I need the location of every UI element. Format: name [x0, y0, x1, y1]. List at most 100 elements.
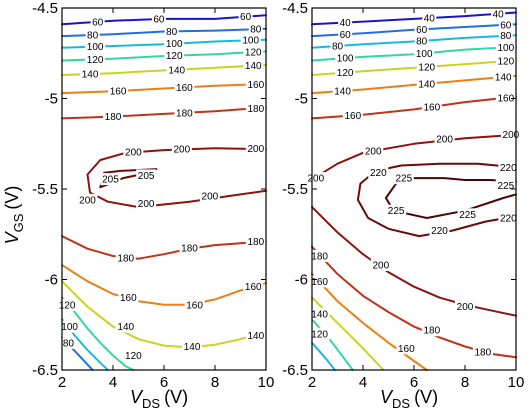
contour-label-120: 120 — [497, 57, 514, 68]
contour-label-140: 140 — [334, 86, 351, 97]
contour-label-100: 100 — [497, 43, 514, 54]
contour-label-bg — [455, 300, 475, 313]
contour-label-bg — [309, 249, 330, 262]
contour-label-220: 220 — [370, 168, 387, 179]
contour-label-bg — [338, 16, 353, 29]
contour-label-140: 140 — [82, 69, 99, 80]
x-tick-label: 10 — [508, 374, 525, 391]
contour-label-bg — [493, 71, 514, 84]
contour-label-140: 140 — [418, 79, 435, 90]
contour-label-bg — [108, 84, 129, 97]
contour-label-bg — [309, 327, 330, 340]
x-tick-label: 8 — [211, 374, 219, 391]
contour-line-160 — [311, 273, 428, 371]
contour-label-100: 100 — [61, 322, 78, 333]
contour-label-bg — [243, 59, 264, 72]
contour-label-bg — [245, 235, 266, 248]
contour-label-120: 120 — [166, 51, 183, 62]
contour-label-200: 200 — [503, 130, 520, 141]
contour-label-bg — [363, 144, 384, 157]
contour-label-bg — [421, 324, 442, 337]
contour-label-180: 180 — [311, 251, 328, 262]
contour-label-180: 180 — [105, 112, 122, 123]
contour-label-bg — [100, 173, 121, 186]
y-tick-label: -6.5 — [282, 362, 308, 379]
contour-label-160: 160 — [247, 80, 264, 91]
contour-label-bg — [77, 193, 98, 206]
contour-line-200 — [311, 133, 517, 181]
contour-line-100 — [311, 341, 336, 371]
contour-label-bg — [368, 166, 389, 179]
contour-label-200: 200 — [436, 135, 453, 146]
contour-label-200: 200 — [365, 146, 382, 157]
left-y-axis-label: VGS(V) — [2, 186, 26, 245]
contour-label-bg — [115, 320, 136, 333]
contour-label-bg — [338, 28, 353, 41]
contour-label-180: 180 — [247, 104, 264, 115]
y-tick-label: -6 — [45, 272, 58, 289]
contour-label-bg — [245, 329, 266, 342]
contour-label-bg — [495, 41, 516, 54]
contour-label-bg — [335, 66, 356, 79]
contour-label-180: 180 — [181, 243, 198, 254]
contour-label-80: 80 — [250, 25, 262, 36]
contour-label-225: 225 — [459, 210, 476, 221]
contour-label-bg — [184, 298, 205, 311]
contour-label-bg — [370, 259, 391, 272]
contour-label-bg — [332, 84, 353, 97]
contour-label-120: 120 — [59, 300, 76, 311]
contour-line-160 — [311, 95, 517, 120]
contour-label-225: 225 — [395, 174, 412, 185]
contour-label-bg — [174, 106, 195, 119]
contour-label-bg — [245, 102, 266, 115]
x-tick-label: 2 — [308, 374, 316, 391]
contour-label-40: 40 — [493, 9, 505, 20]
contour-label-60: 60 — [153, 15, 165, 26]
contour-label-140: 140 — [247, 331, 264, 342]
contour-label-180: 180 — [176, 108, 193, 119]
contour-label-bg — [80, 67, 101, 80]
contour-label-bg — [498, 18, 513, 31]
contour-label-bg — [103, 110, 123, 123]
contour-label-bg — [179, 241, 200, 254]
x-tick-label: 6 — [410, 374, 418, 391]
contour-label-220: 220 — [431, 226, 448, 237]
contour-line-120 — [311, 318, 354, 371]
contour-label-bg — [330, 40, 345, 53]
contour-label-bg — [85, 40, 106, 53]
contour-label-bg — [422, 12, 437, 25]
y-tick-label: -5.5 — [282, 181, 308, 198]
contour-label-160: 160 — [120, 293, 137, 304]
contour-label-bg — [414, 47, 435, 60]
contour-label-180: 180 — [247, 237, 264, 248]
x-tick-label: 6 — [160, 374, 168, 391]
contour-label-60: 60 — [416, 25, 428, 36]
contour-label-180: 180 — [424, 326, 441, 337]
contour-label-160: 160 — [311, 277, 328, 288]
contour-label-bg — [472, 345, 493, 358]
contour-label-bg — [238, 10, 253, 23]
contour-label-120: 120 — [245, 48, 262, 59]
contour-label-160: 160 — [186, 300, 203, 311]
contour-label-205: 205 — [102, 175, 119, 186]
y-tick-label: -5.5 — [32, 181, 58, 198]
contour-label-bg — [85, 53, 106, 66]
contour-label-40: 40 — [424, 14, 436, 25]
x-tick-label: 4 — [359, 374, 367, 391]
x-tick-label: 4 — [109, 374, 117, 391]
contour-line-220 — [356, 162, 517, 238]
contour-label-180: 180 — [117, 253, 134, 264]
contour-label-bg — [243, 280, 264, 293]
contour-label-80: 80 — [500, 31, 512, 42]
contour-label-bg — [174, 81, 195, 94]
contour-label-200: 200 — [174, 145, 191, 156]
contour-label-bg — [245, 142, 266, 155]
contour-label-bg — [309, 275, 330, 288]
contour-label-bg — [115, 251, 136, 264]
contour-label-140: 140 — [311, 309, 328, 320]
contour-label-bg — [396, 342, 417, 355]
y-tick-label: -6.5 — [32, 362, 58, 379]
contour-label-140: 140 — [168, 65, 185, 76]
contour-label-140: 140 — [495, 73, 512, 84]
